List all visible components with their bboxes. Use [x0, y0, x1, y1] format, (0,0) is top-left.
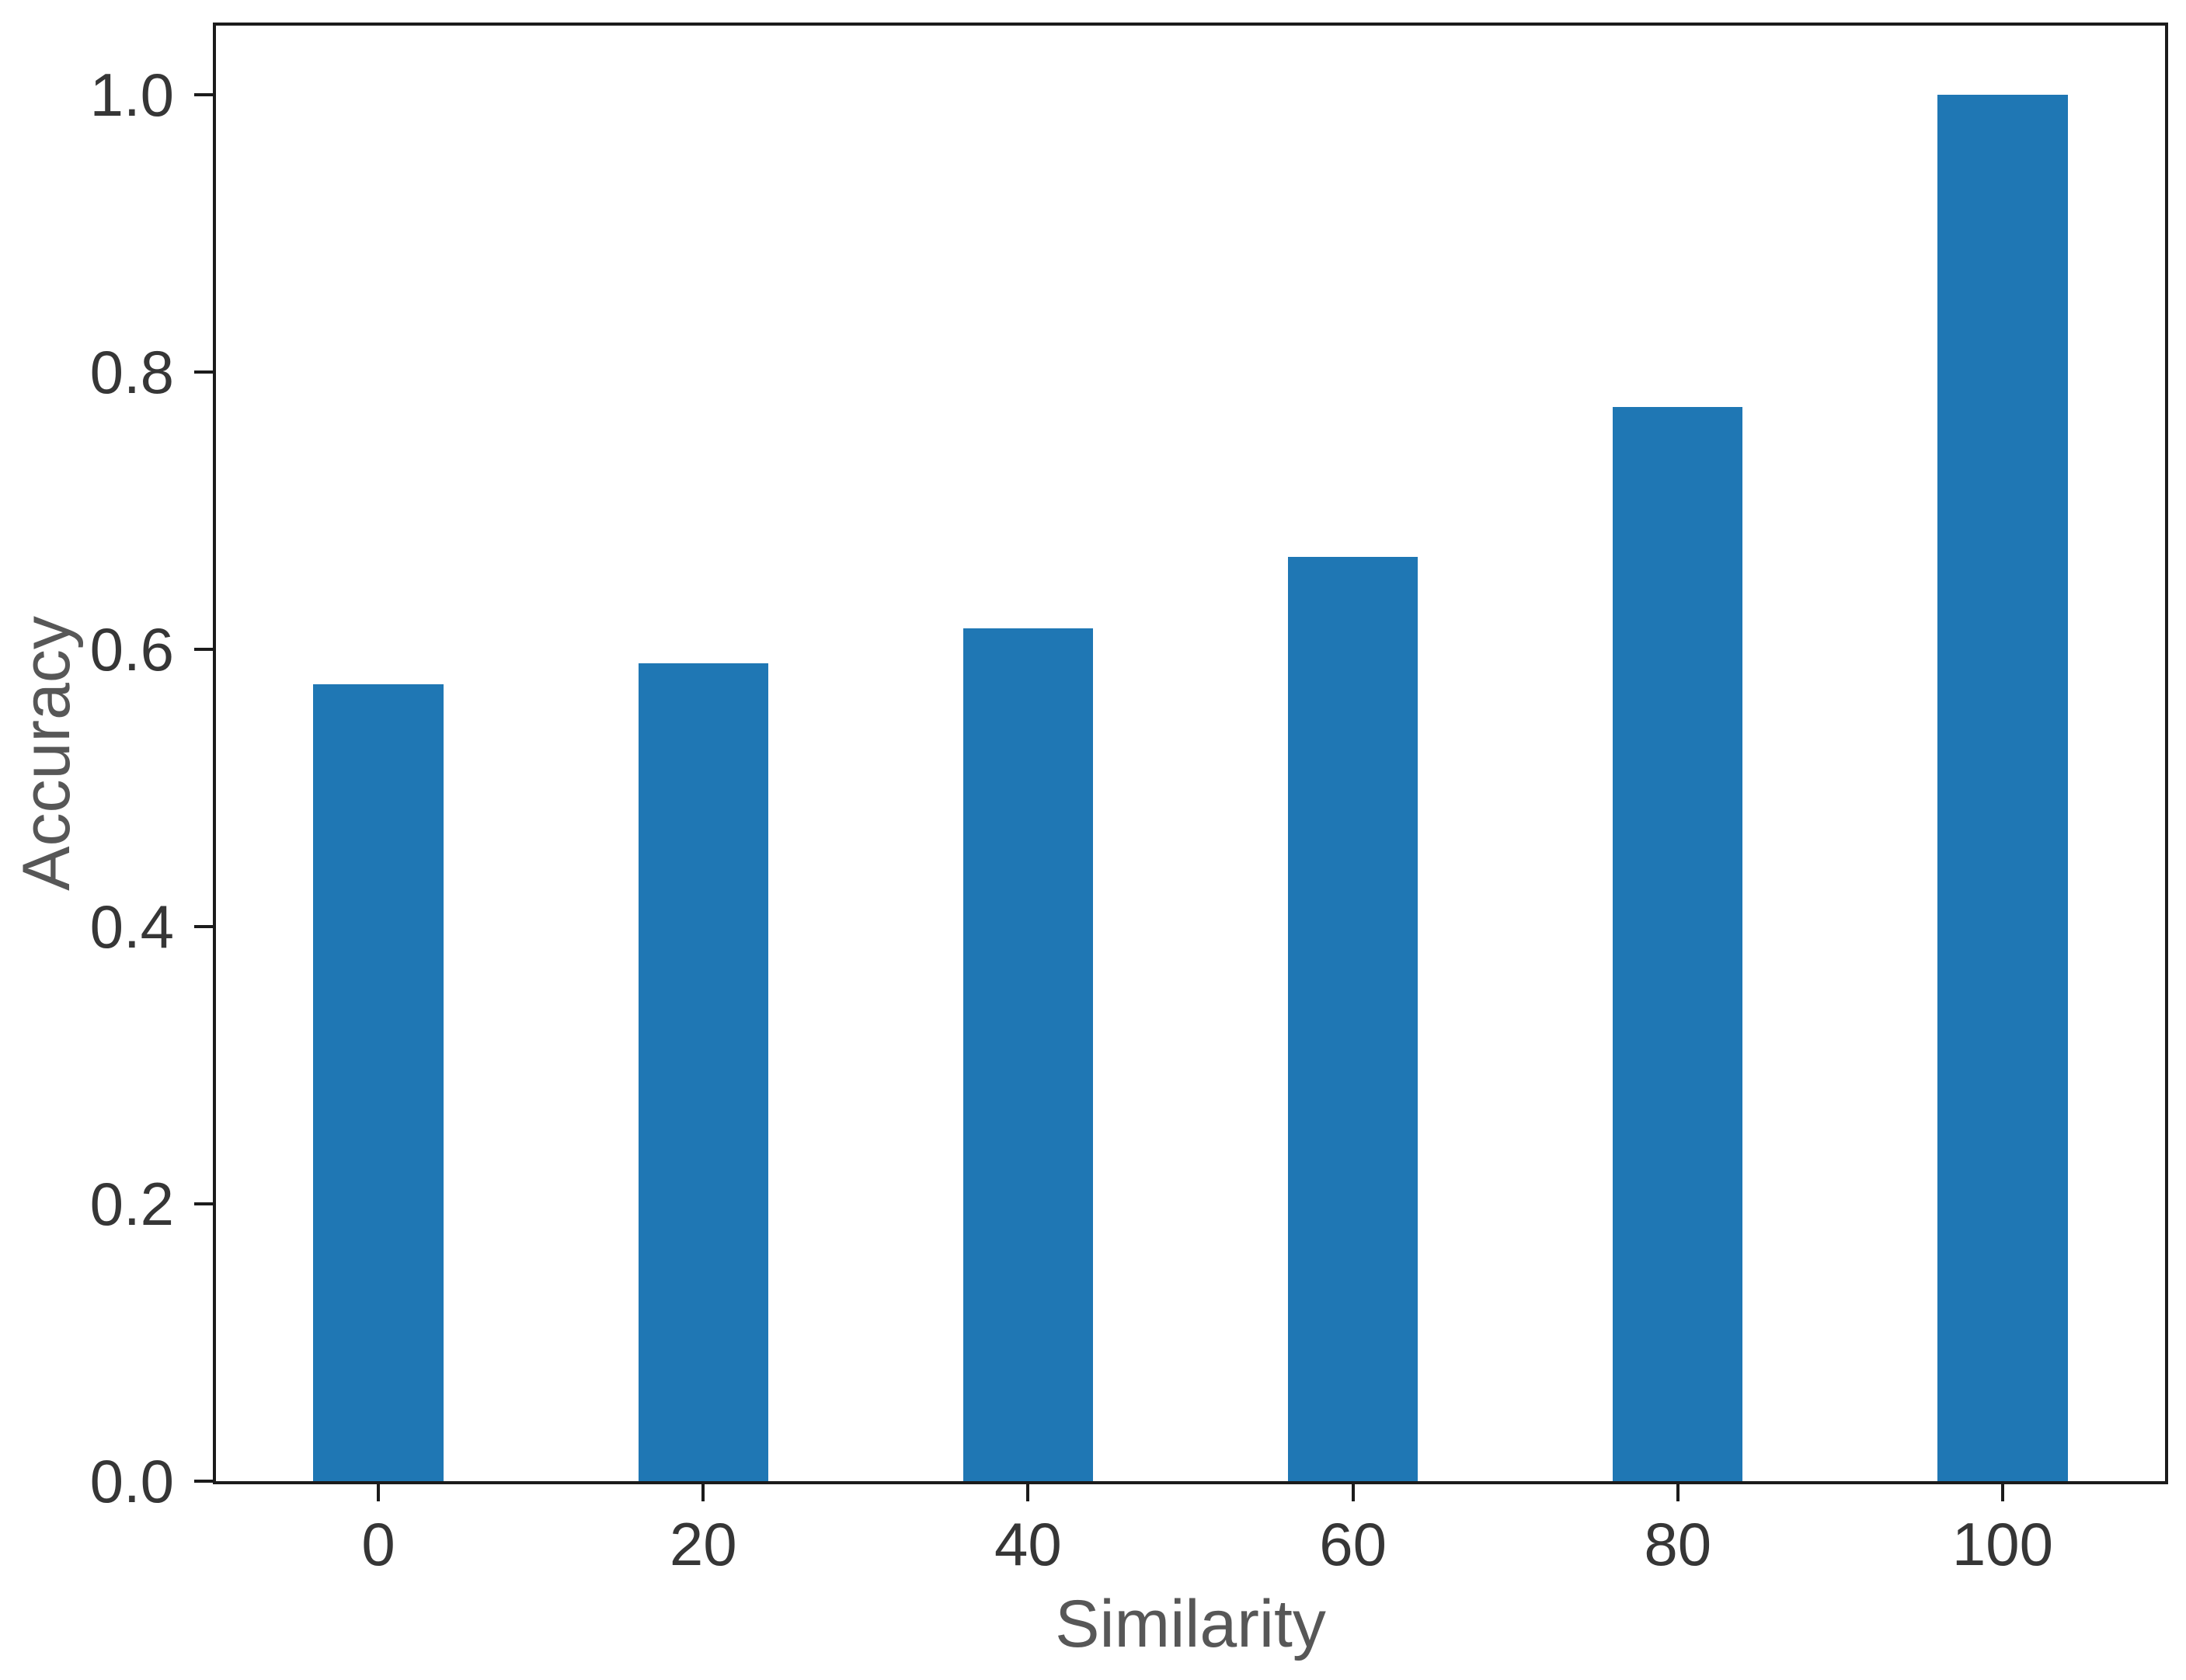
- y-tick-mark: [194, 93, 214, 97]
- y-tick-mark: [194, 1480, 214, 1483]
- y-tick-label: 0.4: [89, 892, 174, 962]
- y-tick-mark: [194, 648, 214, 652]
- bar-40: [962, 628, 1094, 1481]
- x-tick-mark: [377, 1481, 381, 1501]
- plot-area: 0.0 0.2 0.4 0.6 0.8 1.0 0 20 40 60 80 100: [90, 23, 2168, 1574]
- x-tick-mark: [1676, 1481, 1680, 1501]
- y-tick-mark: [194, 1202, 214, 1206]
- y-tick-label: 0.2: [89, 1170, 174, 1239]
- y-tick-label: 1.0: [89, 61, 174, 130]
- bar-20: [638, 663, 768, 1481]
- x-tick-label: 40: [994, 1510, 1062, 1578]
- x-tick-mark: [1351, 1481, 1355, 1501]
- bar-80: [1613, 406, 1743, 1481]
- x-tick-mark: [701, 1481, 705, 1501]
- x-tick-label: 60: [1319, 1510, 1387, 1578]
- x-tick-mark: [2000, 1481, 2004, 1501]
- y-axis-label: Accuracy: [9, 616, 84, 891]
- bar-0: [313, 683, 444, 1481]
- bar-60: [1287, 556, 1418, 1481]
- y-tick-label: 0.8: [89, 338, 174, 407]
- y-tick-mark: [194, 925, 214, 929]
- y-tick-mark: [194, 370, 214, 374]
- y-tick-label: 0.6: [89, 615, 174, 684]
- x-axis-label: Similarity: [1055, 1587, 1326, 1661]
- x-tick-label: 0: [361, 1510, 395, 1578]
- x-tick-label: 100: [1951, 1510, 2053, 1578]
- x-tick-mark: [1026, 1481, 1030, 1501]
- plot-frame: [213, 23, 2168, 1484]
- y-tick-label: 0.0: [89, 1447, 174, 1515]
- x-tick-label: 20: [669, 1510, 737, 1578]
- x-tick-label: 80: [1644, 1510, 1712, 1578]
- bar-100: [1937, 95, 2068, 1481]
